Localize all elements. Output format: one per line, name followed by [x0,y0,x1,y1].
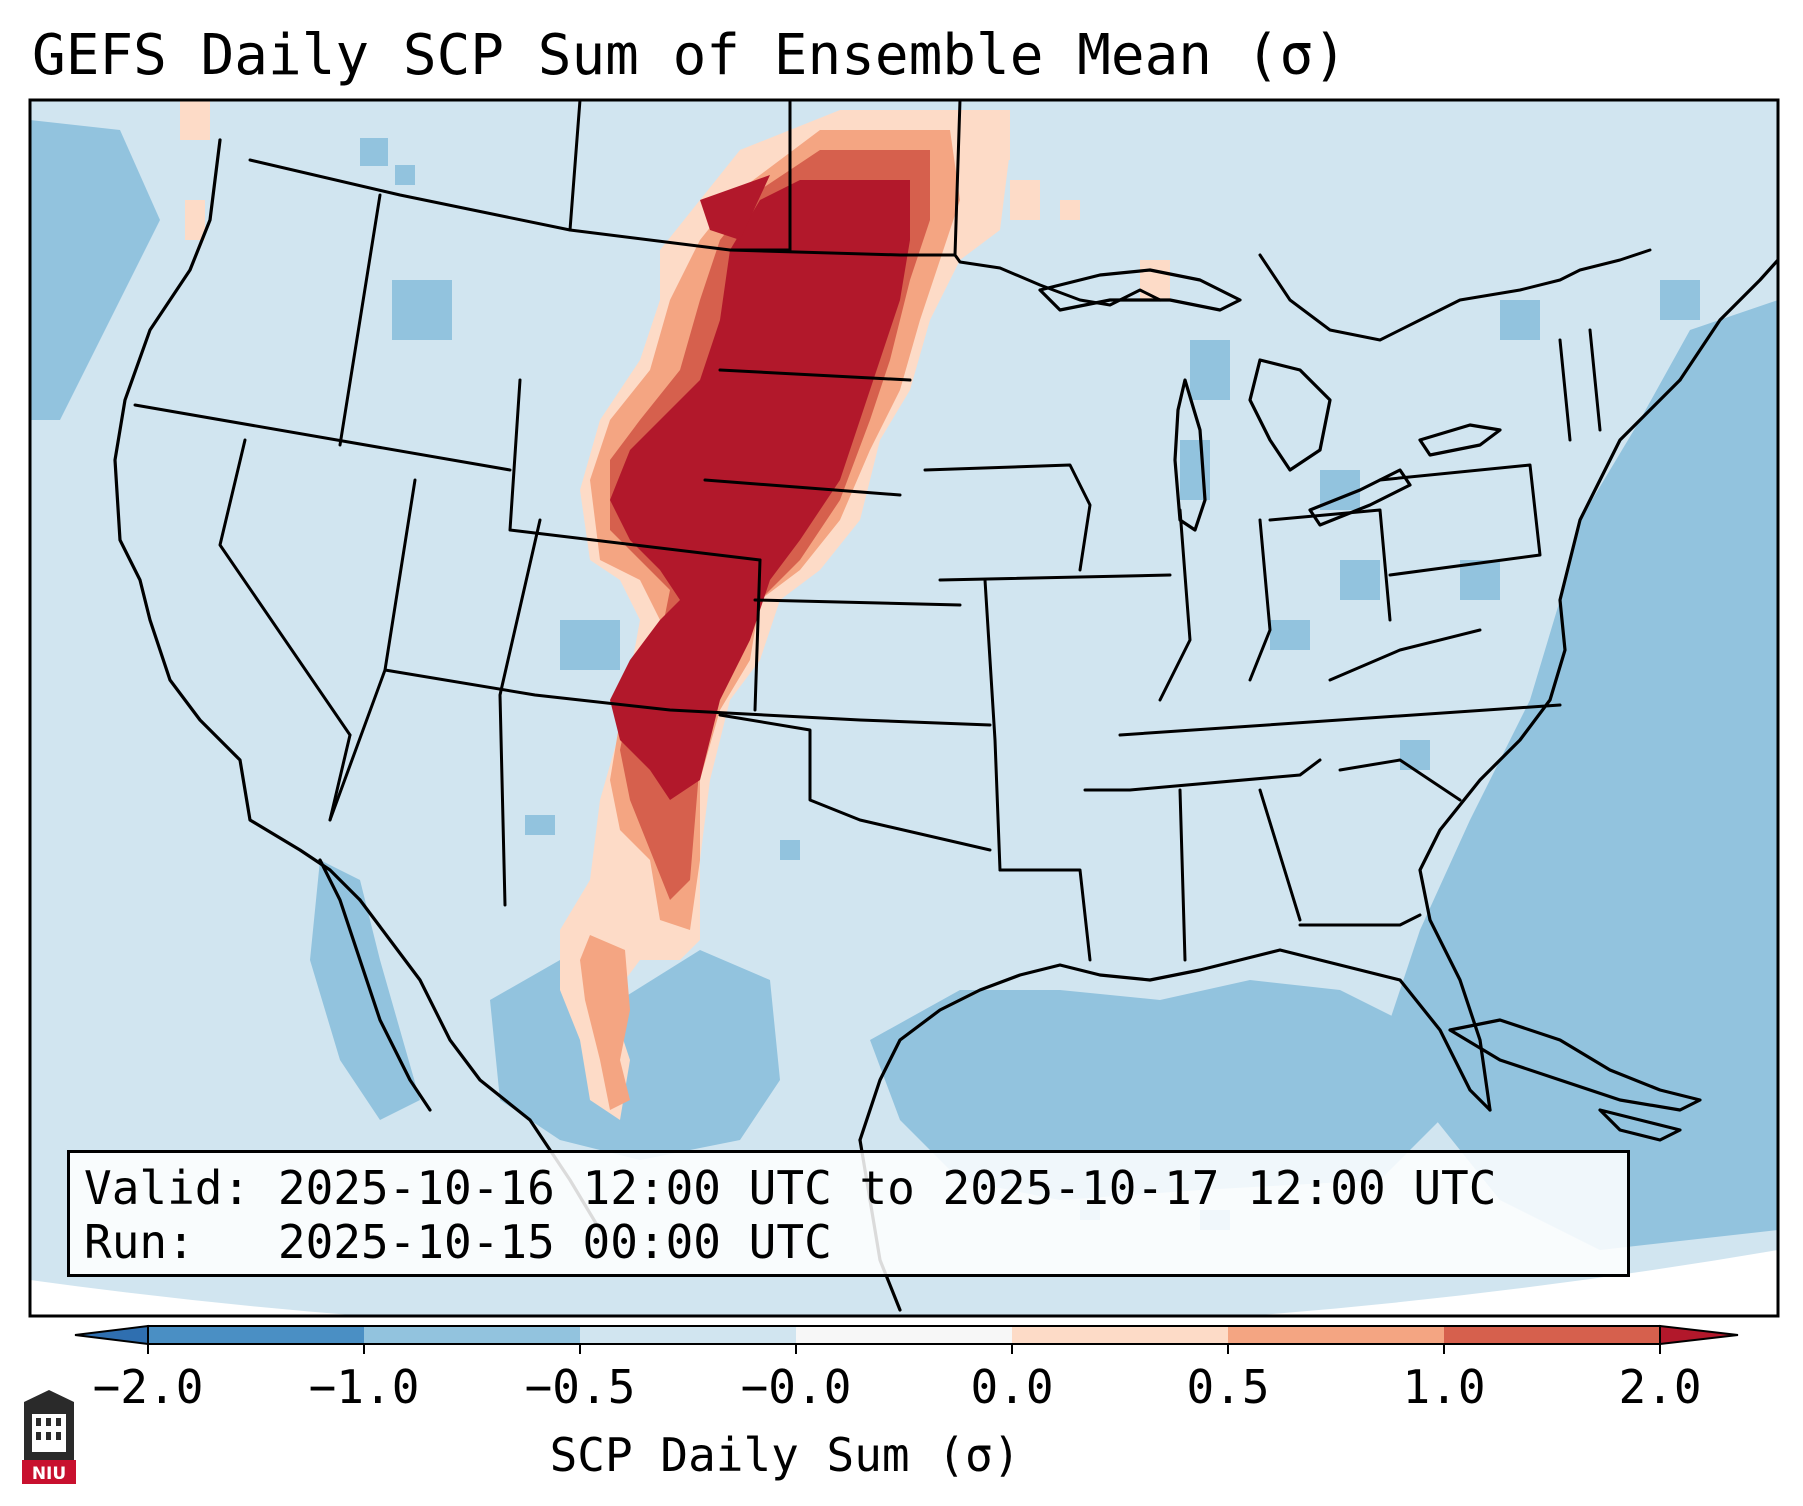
colorbar-extend-low [74,1324,149,1346]
colorbar-outline [147,1325,1661,1345]
lake-erie [1308,468,1412,527]
outside-domain [30,1250,1778,1316]
baja-coast [318,858,432,1112]
colorbar-bin [796,1326,1012,1344]
run-label: Run: [84,1215,195,1269]
gulf-negative [870,980,1440,1200]
us-canada-border-east [1258,248,1652,342]
mexico-negative [490,950,780,1160]
colorbar-label: SCP Daily Sum (σ) [549,1428,1021,1482]
border-in [1248,518,1272,682]
gulf-coast [858,948,1492,1142]
colorbar-tick-label: 1.0 [1402,1360,1486,1414]
border-ms-al [1083,758,1322,792]
positive-specks [180,100,1170,300]
border-al-ga [1258,788,1302,922]
map-title: GEFS Daily SCP Sum of Ensemble Mean (σ) [32,23,1347,88]
border-pa [1378,463,1542,577]
hispaniola [1598,1108,1682,1142]
run-value: 2025-10-15 00:00 UTC [277,1215,832,1269]
colorbar-tick-label: −0.5 [524,1360,636,1414]
colorbar-tick-label: 0.5 [1186,1360,1270,1414]
map-frame [28,98,1780,1318]
colorbar [74,1324,1739,1354]
lake-michigan [1173,378,1207,532]
negative-specks [360,138,1700,1230]
border-mt-dakota [568,100,582,232]
colorbar-bin [1228,1326,1444,1344]
border-sd-ne [703,478,902,497]
niu-logo-icon: NIU [22,1390,76,1484]
colorbar-tick-label: −0.0 [740,1360,852,1414]
info-box: Valid: 2025-10-16 12:00 UTC to 2025-10-1… [67,1150,1630,1277]
colorbar-bin [1012,1326,1228,1344]
border-ia [923,463,1092,572]
valid-row: Valid: 2025-10-16 12:00 UTC to 2025-10-1… [84,1161,1627,1215]
border-az-nm-ok [383,668,992,727]
border-ca-az [328,733,352,822]
colorbar-tick-label: 2.0 [1618,1360,1702,1414]
border-ne-ks [753,598,962,607]
border-ok-tx [718,713,992,852]
lake-ontario [1418,423,1502,457]
border-nd-mn-2 [953,100,962,257]
colorbar-extend-high [1659,1324,1739,1346]
border-la [998,868,1092,962]
colorbar-bin [1444,1326,1660,1344]
pacific-negative [30,120,160,420]
plume-max [610,180,910,800]
atlantic-coast [1418,378,1682,1112]
atlantic-negative [1390,300,1778,1250]
scp-field [30,100,1778,1316]
border-ca-nv [218,438,352,737]
border-co-ks [753,558,762,712]
cuba [1448,1018,1702,1112]
colorbar-tick-label: −1.0 [308,1360,420,1414]
border-nd-sd [718,368,912,382]
colorbar-bin [148,1326,364,1344]
texas-positive-streak [580,935,630,1110]
border-or-ca-nv [133,403,512,472]
border-oh [1268,508,1392,622]
border-ut-co-nm [498,518,542,907]
border-il [1158,508,1192,702]
plume-max-north [700,175,770,240]
atlantic-negative-2 [1680,330,1778,900]
baja-negative [310,860,420,1120]
colorbar-tick-label: −2.0 [92,1360,204,1414]
niu-logo-text: NIU [32,1464,66,1484]
lake-superior [1038,268,1242,312]
border-id-or [338,193,382,447]
pacific-coast [113,138,362,902]
run-row: Run: 2025-10-15 00:00 UTC [84,1215,1627,1269]
border-mo [983,578,1002,872]
colorbar-tick-label: 0.0 [970,1360,1054,1414]
border-tn [1118,703,1562,737]
valid-label: Valid: [84,1161,251,1215]
border-nd-mn [728,100,792,252]
new-england-coast [1678,258,1778,382]
border-sc [1338,758,1462,802]
colorbar-bin [580,1326,796,1344]
geography-lines [113,100,1778,1312]
lake-huron [1248,358,1332,472]
colorbar-bin [364,1326,580,1344]
border-ne-states-2 [1588,328,1602,432]
border-ne-states [1558,338,1572,442]
border-ia-mo [938,573,1172,582]
border-wy [508,378,762,562]
border-va-nc [1328,628,1482,682]
border-ms-al-2 [1178,788,1187,962]
valid-value: 2025-10-16 12:00 UTC to 2025-10-17 12:00… [277,1161,1497,1215]
border-fl [1298,913,1422,927]
